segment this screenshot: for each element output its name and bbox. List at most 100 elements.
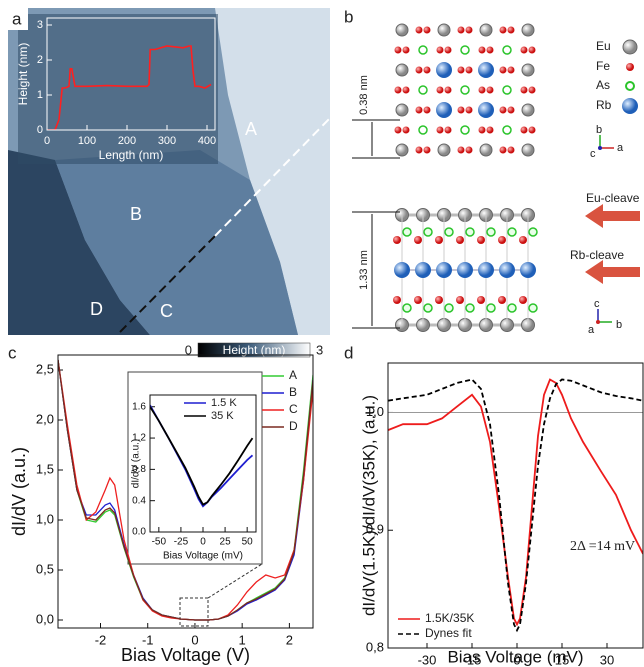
atom (418, 125, 428, 135)
x-tick-label: 0 (200, 537, 206, 548)
plot-frame (387, 362, 644, 649)
colorbar-min: 0 (185, 342, 192, 357)
series-line (388, 378, 643, 633)
series-line (388, 378, 643, 627)
legend-atom (625, 81, 635, 91)
x-tick-label: -2 (95, 632, 107, 647)
atom (395, 23, 409, 37)
atom (393, 236, 401, 244)
atom (486, 227, 496, 237)
atom (521, 23, 535, 37)
atom (444, 46, 452, 54)
axis-label: a (617, 142, 624, 154)
zoom-box (179, 597, 209, 627)
panel-label: b (344, 7, 353, 26)
cleave-label: Eu-cleave (586, 191, 640, 205)
atom (502, 45, 512, 55)
x-axis-title: Length (nm) (99, 148, 164, 162)
atom (520, 262, 536, 278)
axis-label: c (590, 148, 596, 160)
atom (478, 62, 494, 78)
y-tick-label: 1,0 (366, 404, 384, 419)
legend-label: D (289, 419, 298, 433)
atom (507, 146, 515, 154)
inset-background (18, 14, 218, 164)
atom (519, 296, 527, 304)
terrace (55, 150, 298, 335)
atom (436, 262, 452, 278)
atom (478, 86, 486, 94)
atom (460, 45, 470, 55)
legend-atom (626, 63, 634, 71)
axis-label: a (588, 324, 595, 336)
atom (479, 143, 493, 157)
atom (444, 227, 454, 237)
atom (395, 63, 409, 77)
x-tick-label: 0 (513, 652, 520, 667)
atom (521, 103, 535, 117)
atom (414, 296, 422, 304)
atom (414, 236, 422, 244)
atom (507, 26, 515, 34)
y-tick-label: 0,8 (366, 639, 384, 654)
atom (457, 26, 465, 34)
x-tick-label: 200 (118, 135, 136, 147)
y-tick-label: 0,0 (36, 611, 54, 626)
dimension-markers (352, 119, 400, 329)
plot-frame (46, 17, 216, 131)
atom (456, 236, 464, 244)
legend-label: Rb (596, 98, 612, 112)
x-tick-label: 2 (286, 632, 293, 647)
panel-label: a (12, 9, 22, 28)
y-axis-title: dI/dV(1.5K)/dI/dV(35K), (a.u.) (359, 395, 378, 616)
atom (528, 303, 538, 313)
atom (444, 126, 452, 134)
atom (507, 66, 515, 74)
atom (423, 146, 431, 154)
region-label: B (130, 204, 142, 224)
atom (437, 143, 451, 157)
legend-label: B (289, 385, 297, 399)
atom (486, 126, 494, 134)
region-label: A (245, 119, 257, 139)
y-axis-title: Height (nm) (16, 43, 30, 106)
atom (415, 106, 423, 114)
y-tick-label: 1.6 (132, 401, 146, 412)
atom (465, 66, 473, 74)
x-tick-label: 100 (78, 135, 96, 147)
legend-atom (622, 98, 638, 114)
atom (499, 66, 507, 74)
atom (402, 46, 410, 54)
atom (423, 26, 431, 34)
y-tick-label: 0 (37, 124, 43, 136)
y-tick-label: 0,9 (366, 522, 384, 537)
plot-area (47, 45, 212, 130)
x-axis-title: Bias Voltage (V) (121, 645, 250, 665)
y-tick-label: 2 (37, 54, 43, 66)
atom (498, 296, 506, 304)
atom (465, 106, 473, 114)
x-tick-label: -50 (152, 537, 167, 548)
atom (502, 85, 512, 95)
plot-area (58, 359, 313, 621)
atom (465, 303, 475, 313)
panel-label: d (344, 343, 353, 362)
y-tick-label: 2,0 (36, 411, 54, 426)
atom (394, 86, 402, 94)
atom (415, 66, 423, 74)
atom (521, 143, 535, 157)
atom (402, 126, 410, 134)
arrow (585, 204, 640, 228)
y-axis-title: dI/dV (a.u.) (131, 439, 142, 488)
plot-frame (149, 394, 257, 533)
x-tick-label: 0 (191, 632, 198, 647)
y-tick-label: 1,5 (36, 461, 54, 476)
legend-label: Fe (596, 59, 610, 73)
atom (418, 45, 428, 55)
atom (436, 126, 444, 134)
atom (528, 126, 536, 134)
atom (423, 106, 431, 114)
atom (477, 296, 485, 304)
